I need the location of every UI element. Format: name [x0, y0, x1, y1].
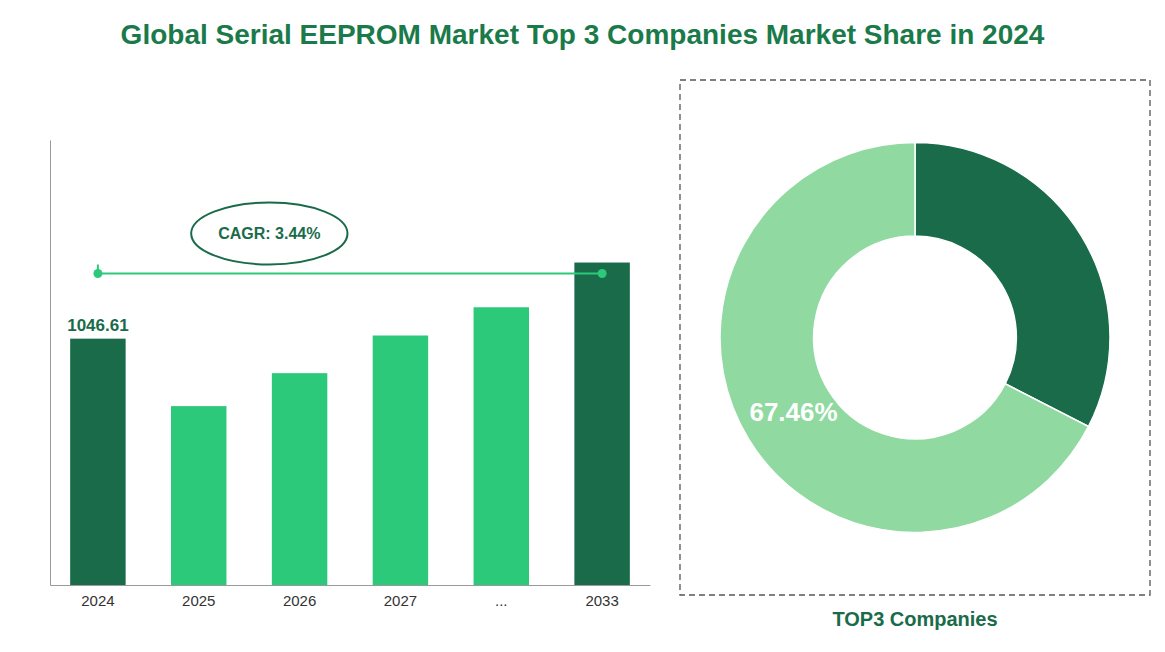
x-tick-label: 2026: [283, 592, 316, 609]
x-tick: 2027: [384, 585, 417, 609]
donut-slice: [720, 143, 1089, 533]
x-axis-line: [51, 585, 651, 586]
bar: [70, 339, 125, 585]
donut-caption: TOP3 Companies: [832, 608, 997, 630]
x-tick-label: 2027: [384, 592, 417, 609]
x-tick-label: 2033: [585, 592, 618, 609]
x-tick: 2025: [182, 585, 215, 609]
cagr-dot: [93, 269, 102, 278]
donut-slice: [915, 143, 1110, 427]
x-tick: 2024: [81, 585, 114, 609]
x-tick: ...: [495, 585, 508, 609]
bar: [171, 406, 226, 585]
data-label: 1046.61: [67, 316, 128, 335]
bar: [474, 307, 529, 585]
data-labels: 1046.61: [67, 316, 128, 335]
chart-root: Global Serial EEPROM Market Top 3 Compan…: [0, 0, 1165, 652]
cagr-dot: [598, 269, 607, 278]
bar: [272, 373, 327, 585]
x-tick-label: 2025: [182, 592, 215, 609]
y-axis-line: [50, 141, 51, 586]
cagr-line: [98, 273, 602, 275]
x-tick-label: 2024: [81, 592, 114, 609]
title: Global Serial EEPROM Market Top 3 Compan…: [121, 19, 1045, 50]
donut-label: 67.46%: [749, 397, 837, 427]
cagr-ellipse: [191, 203, 347, 265]
donut: [720, 143, 1110, 533]
cagr-text: CAGR: 3.44%: [218, 225, 320, 242]
donut-labels: 67.46%: [749, 397, 837, 427]
bar-plot: [70, 263, 630, 585]
x-tick: 2026: [283, 585, 316, 609]
y-axis: [50, 141, 51, 586]
bar: [373, 336, 428, 585]
dashed-box: [680, 80, 1150, 595]
x-axis: 2024 2025 2026 2027... 2033: [51, 585, 651, 609]
x-tick: 2033: [585, 585, 618, 609]
bar: [574, 263, 629, 585]
x-tick-label: ...: [495, 592, 508, 609]
cagr-annotation: CAGR: 3.44%: [93, 203, 606, 279]
